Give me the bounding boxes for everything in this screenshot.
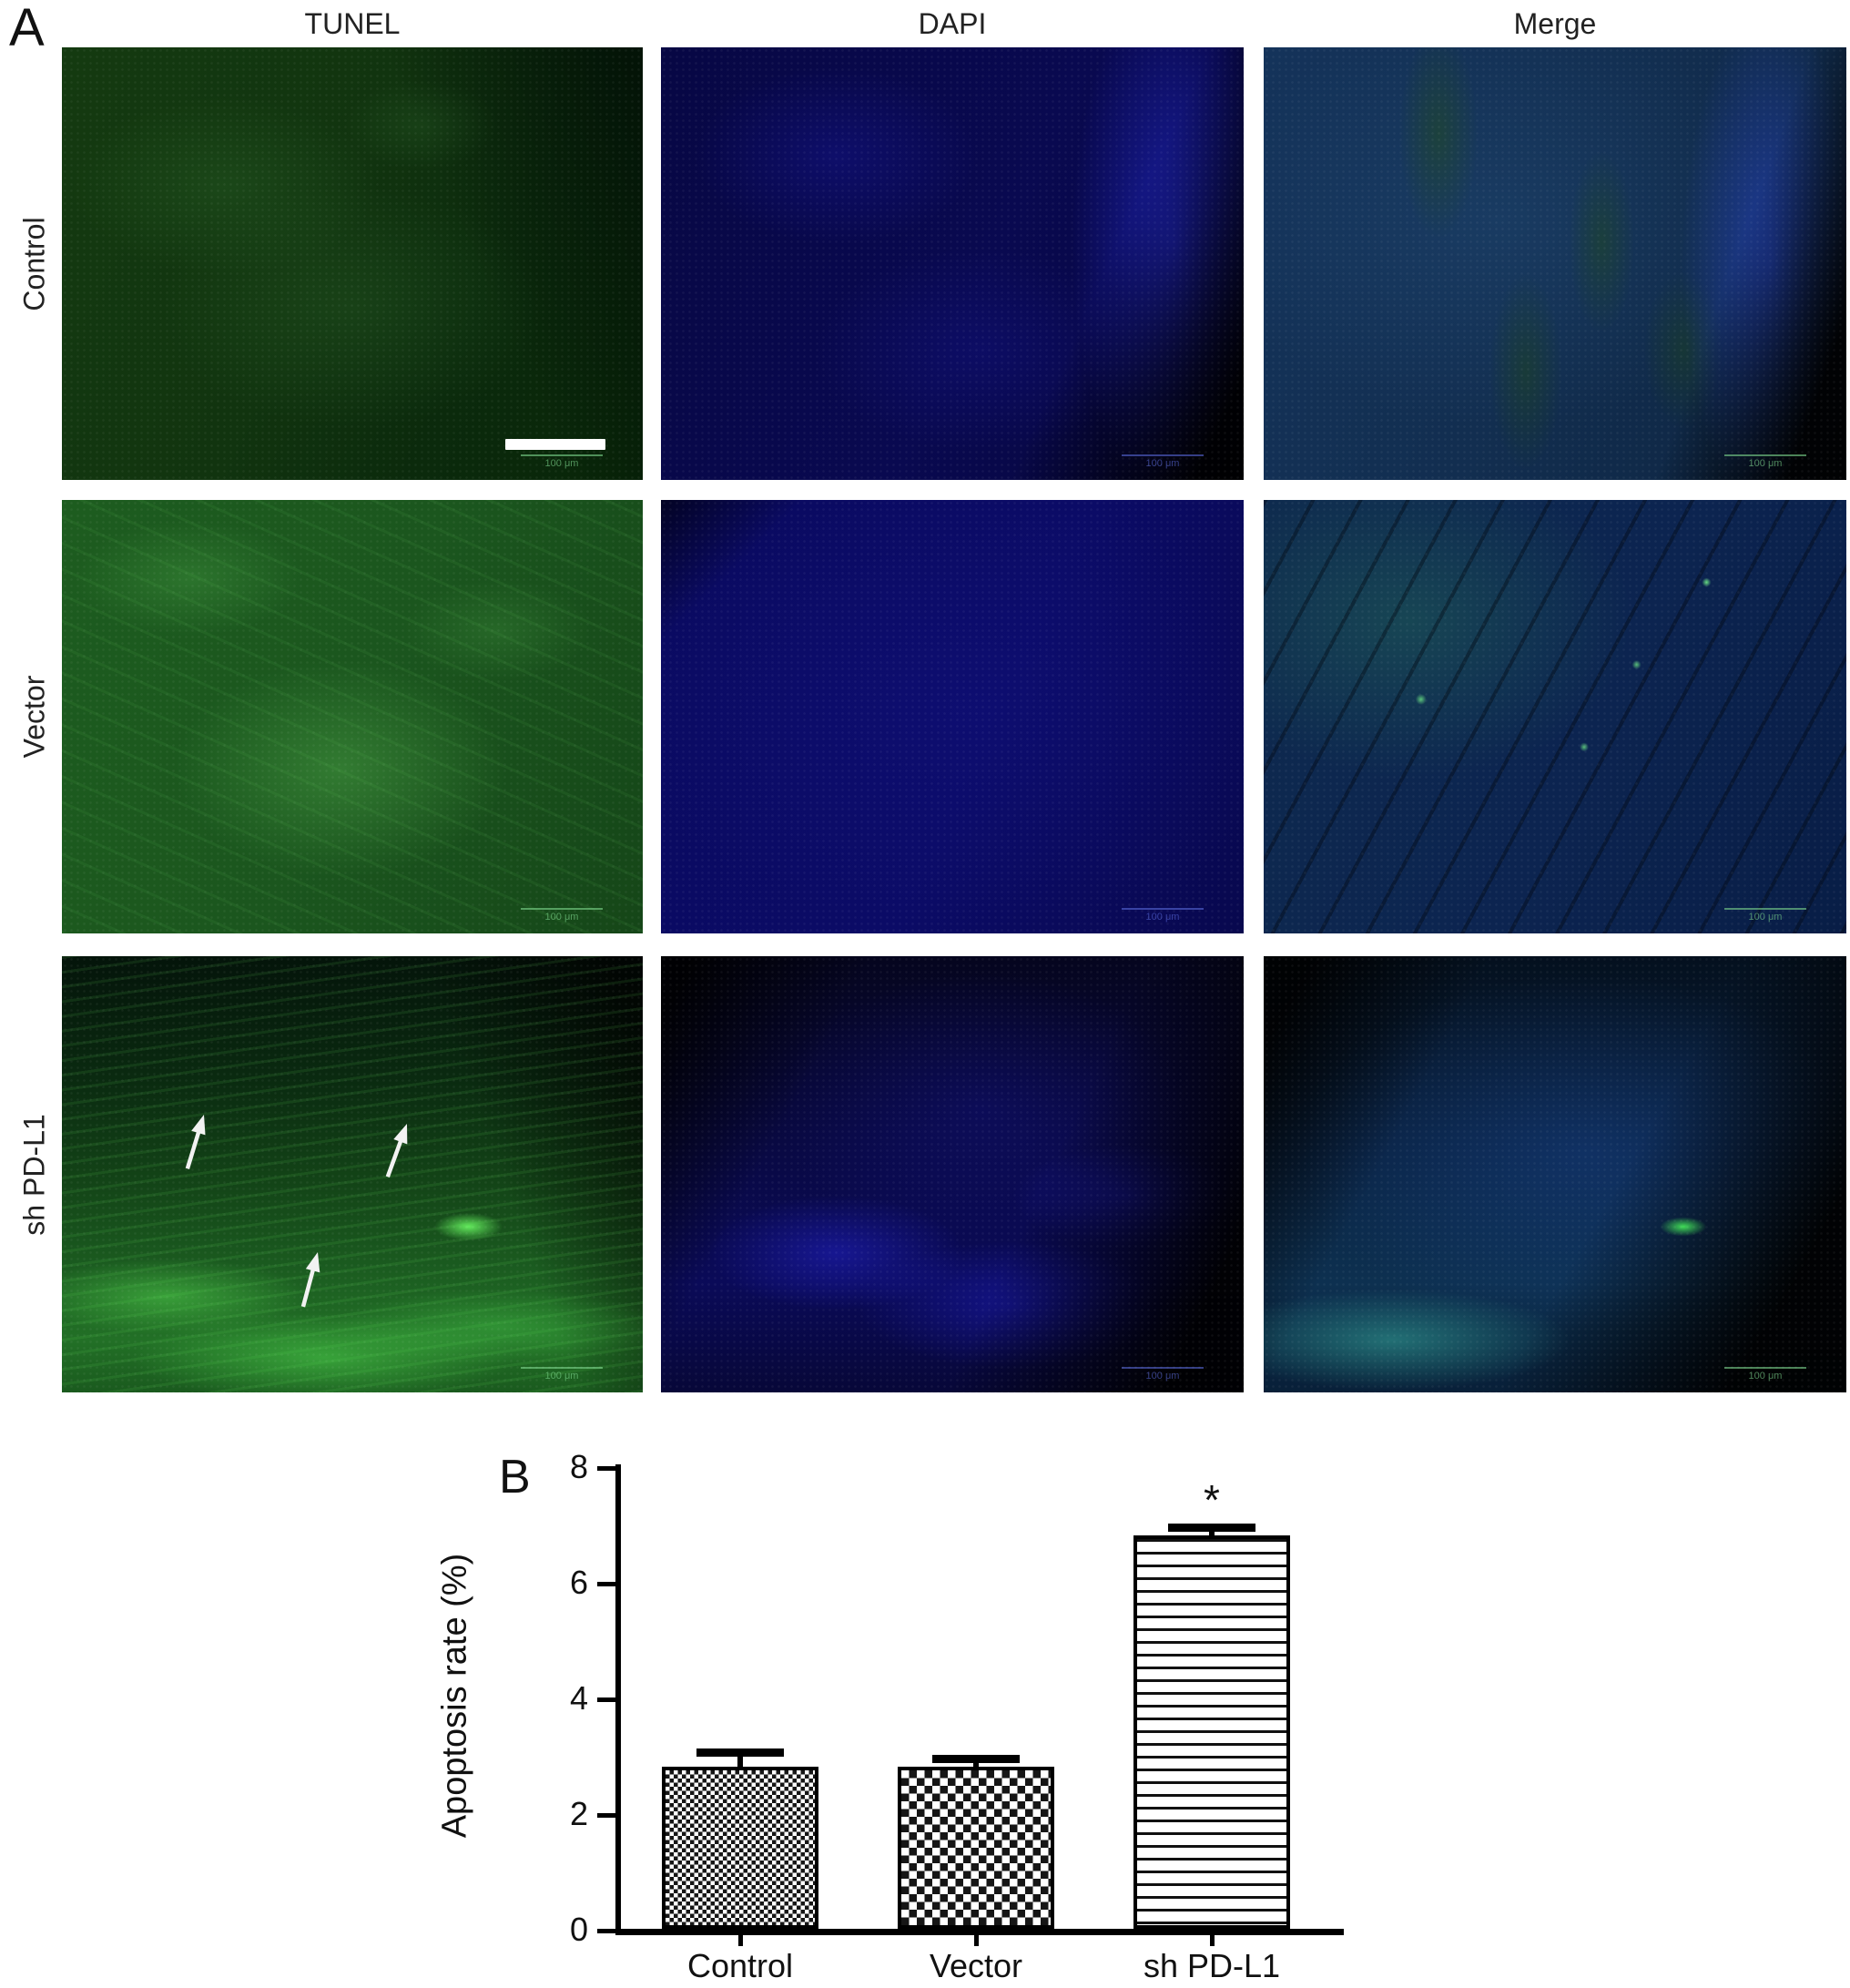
bar-sh-pd-l1 [1133, 1535, 1290, 1929]
micrograph-shpdl1-tunel: 100 μm [62, 956, 643, 1392]
scale-bar-label: 100 μm [1145, 1371, 1180, 1381]
scale-bar-line [1122, 454, 1204, 456]
y-tick [597, 1466, 615, 1471]
scale-bar-label: 100 μm [1145, 912, 1180, 923]
micrograph-control-merge: 100 μm [1264, 47, 1846, 480]
x-tick [738, 1935, 743, 1946]
apoptosis-arrows [62, 956, 643, 1392]
micrograph-vector-tunel: 100 μm [62, 500, 643, 933]
scale-bar-label: 100 μm [1145, 458, 1180, 469]
y-tick-label: 6 [569, 1564, 588, 1601]
scale-bar-label: 100 μm [1748, 1371, 1783, 1381]
column-header-dapi: DAPI [918, 7, 987, 40]
y-tick-label: 4 [569, 1679, 588, 1717]
y-tick [597, 1813, 615, 1818]
y-tick [597, 1582, 615, 1586]
panel-b-label: B [499, 1451, 531, 1504]
y-tick-label: 0 [569, 1911, 588, 1948]
x-category-label: Control [686, 1947, 794, 1984]
panel-a-label: A [9, 0, 45, 57]
scale-bar: 100 μm [1122, 454, 1204, 469]
error-bar-cap [1168, 1524, 1255, 1532]
scale-bar-label: 100 μm [544, 458, 579, 469]
scale-bar-line [1724, 908, 1806, 910]
scale-bar: 100 μm [1122, 908, 1204, 923]
white-scale-bar [505, 439, 605, 450]
scale-bar: 100 μm [521, 1367, 603, 1381]
scale-bar: 100 μm [1122, 1367, 1204, 1381]
scale-bar: 100 μm [521, 908, 603, 923]
row-label-control: Control [17, 217, 51, 311]
scale-bar: 100 μm [521, 454, 603, 469]
scale-bar-line [521, 454, 603, 456]
x-tick [1210, 1935, 1215, 1946]
y-tick-label: 2 [569, 1795, 588, 1832]
scale-bar-line [1724, 1367, 1806, 1369]
column-header-tunel: TUNEL [304, 7, 401, 40]
bar-vector [898, 1767, 1054, 1929]
micrograph-shpdl1-dapi: 100 μm [661, 956, 1244, 1392]
scale-bar-line [1122, 1367, 1204, 1369]
scale-bar-line [1122, 908, 1204, 910]
micrograph-control-dapi: 100 μm [661, 47, 1244, 480]
x-category-label: Vector [929, 1947, 1023, 1984]
scale-bar-line [521, 1367, 603, 1369]
x-category-label: sh PD-L1 [1143, 1947, 1281, 1984]
x-axis-line [615, 1929, 1344, 1935]
y-axis-title: Apoptosis rate (%) [435, 1553, 474, 1839]
scale-bar: 100 μm [1724, 454, 1806, 469]
apoptosis-arrow [381, 1121, 413, 1179]
x-tick [974, 1935, 979, 1946]
apoptosis-arrow [296, 1250, 325, 1309]
y-axis-line [615, 1464, 621, 1934]
column-header-merge: Merge [1513, 7, 1597, 40]
y-tick-label: 8 [569, 1448, 588, 1485]
scale-bar: 100 μm [1724, 908, 1806, 923]
error-bar-cap [696, 1748, 784, 1757]
scale-bar-label: 100 μm [544, 912, 579, 923]
micrograph-control-tunel: 100 μm [62, 47, 643, 480]
micrograph-shpdl1-merge: 100 μm [1264, 956, 1846, 1392]
scale-bar-label: 100 μm [544, 1371, 579, 1381]
scale-bar-line [521, 908, 603, 910]
micrograph-vector-merge: 100 μm [1264, 500, 1846, 933]
error-bar-whisker [737, 1751, 743, 1767]
row-label-shpdl1: sh PD-L1 [17, 1114, 51, 1236]
apoptosis-arrow [180, 1113, 210, 1171]
scale-bar-label: 100 μm [1748, 458, 1783, 469]
y-tick [597, 1929, 615, 1933]
scale-bar: 100 μm [1724, 1367, 1806, 1381]
row-label-vector: Vector [17, 675, 51, 759]
scale-bar-label: 100 μm [1748, 912, 1783, 923]
bar-control [662, 1767, 818, 1929]
error-bar-cap [932, 1755, 1020, 1763]
significance-asterisk: * [1204, 1475, 1220, 1524]
scale-bar-line [1724, 454, 1806, 456]
micrograph-vector-dapi: 100 μm [661, 500, 1244, 933]
y-tick [597, 1697, 615, 1702]
